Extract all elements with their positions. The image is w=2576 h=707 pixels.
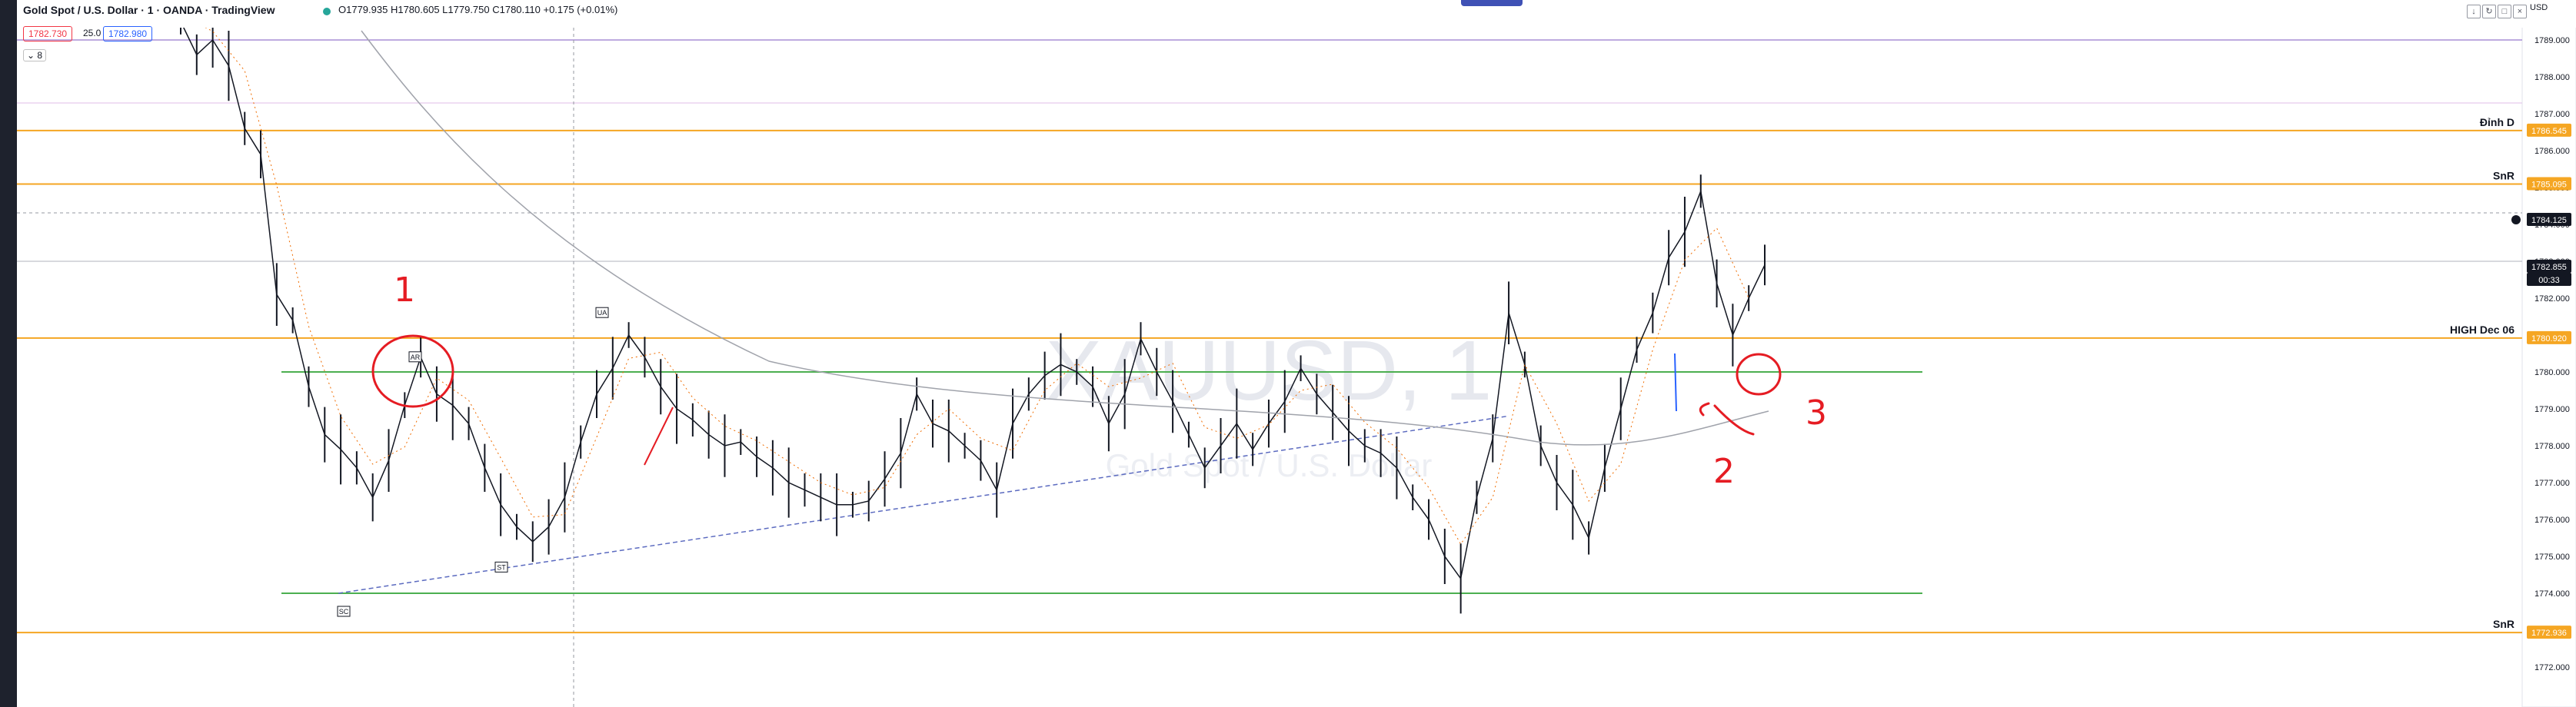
price-badge-bg: [2527, 273, 2571, 286]
close-icon[interactable]: ×: [2513, 5, 2527, 18]
price-badge: 1780.920: [2527, 330, 2571, 344]
price-badge-bg: [2527, 123, 2571, 137]
price-badge-text: 1786.545: [2531, 127, 2567, 136]
crosshair-marker-icon: [2511, 215, 2521, 224]
annotation-arrow: [1699, 402, 1755, 436]
price-line: [180, 21, 1766, 580]
price-tick: 1788.000: [2534, 73, 2570, 82]
price-axis: [2521, 0, 2576, 707]
price-badge-bg: [2527, 259, 2571, 273]
annotation-number-2: 2: [1713, 452, 1735, 491]
price-badge: 1782.855: [2527, 259, 2571, 273]
price-badge: 1784.125: [2527, 213, 2571, 226]
maximize-icon[interactable]: □: [2498, 5, 2511, 18]
watermark-subtitle: Gold Spot / U.S. Dollar: [1106, 447, 1433, 483]
price-badge-text: 1780.920: [2531, 334, 2567, 344]
price-badge: 1785.095: [2527, 177, 2571, 191]
trend-line: [338, 415, 1508, 594]
download-icon[interactable]: ↓: [2467, 5, 2481, 18]
chart-header: [17, 0, 2576, 28]
indicators-count: 8: [37, 50, 43, 61]
level-label: HIGH Dec 06: [2450, 324, 2514, 336]
sell-price-button[interactable]: 1782.730: [23, 26, 73, 41]
price-tick: 1780.000: [2534, 368, 2570, 377]
level-label: SnR: [2493, 618, 2514, 630]
level-label: SnR: [2493, 169, 2514, 181]
top-tab-handle[interactable]: [1461, 0, 1523, 6]
price-tick: 1778.000: [2534, 442, 2570, 451]
buy-price-button[interactable]: 1782.980: [103, 26, 153, 41]
price-tick: 1774.000: [2534, 589, 2570, 599]
currency-label[interactable]: USD: [2530, 3, 2548, 12]
market-open-icon: [323, 8, 331, 15]
price-series: [180, 8, 1766, 614]
price-tick: 1782.000: [2534, 294, 2570, 304]
event-text: AR: [411, 354, 421, 361]
annotation-circle-3: [1736, 353, 1782, 396]
price-badge-text: 1784.125: [2531, 216, 2567, 225]
annotation-circle-ar: [371, 334, 454, 408]
event-label-sc: SC: [337, 606, 351, 617]
symbol-title[interactable]: Gold Spot / U.S. Dollar · 1 · OANDA · Tr…: [23, 4, 275, 16]
event-box: [408, 351, 422, 363]
annotation-number-1: 1: [394, 271, 415, 310]
annotation-blue-line: [1674, 353, 1677, 412]
price-badge-bg: [2527, 177, 2571, 191]
event-box: [595, 307, 609, 318]
price-badge: 1772.936: [2527, 626, 2571, 639]
left-toolbar-strip: [0, 0, 17, 707]
price-tick: 1777.000: [2534, 479, 2570, 488]
price-badge-bg: [2527, 626, 2571, 639]
refresh-icon[interactable]: ↻: [2482, 5, 2496, 18]
event-text: ST: [497, 563, 506, 571]
event-text: SC: [339, 608, 349, 616]
level-label: Đỉnh D: [2480, 116, 2514, 128]
price-badge: 1786.545: [2527, 123, 2571, 137]
annotation-red-line: [644, 407, 674, 466]
event-text: UA: [597, 309, 607, 317]
price-badge-bg: [2527, 213, 2571, 226]
price-badge-text: 1782.855: [2531, 263, 2567, 272]
price-tick: 1775.000: [2534, 553, 2570, 562]
annotation-number-3: 3: [1806, 393, 1827, 433]
event-label-st: ST: [494, 561, 508, 573]
price-badge-text: 00:33: [2538, 276, 2560, 285]
price-tick: 1789.000: [2534, 36, 2570, 45]
event-label-ar: AR: [408, 351, 422, 363]
event-box: [337, 606, 351, 617]
price-badge-bg: [2527, 330, 2571, 344]
event-label-ua: UA: [595, 307, 609, 318]
price-tick: 1779.000: [2534, 405, 2570, 414]
moving-average-line: [361, 30, 1769, 446]
price-badge-text: 1772.936: [2531, 629, 2567, 638]
event-box: [494, 561, 508, 573]
price-tick: 1776.000: [2534, 516, 2570, 525]
price-badge: 00:33: [2527, 273, 2571, 286]
price-tick: 1786.000: [2534, 147, 2570, 156]
indicators-toggle[interactable]: ⌄ 8: [23, 49, 47, 61]
spread-value: 25.0: [83, 28, 102, 38]
ohlc-readout: O1779.935 H1780.605 L1779.750 C1780.110 …: [338, 4, 618, 15]
price-badge-text: 1785.095: [2531, 180, 2567, 189]
price-tick: 1772.000: [2534, 663, 2570, 672]
price-tick: 1787.000: [2534, 110, 2570, 119]
